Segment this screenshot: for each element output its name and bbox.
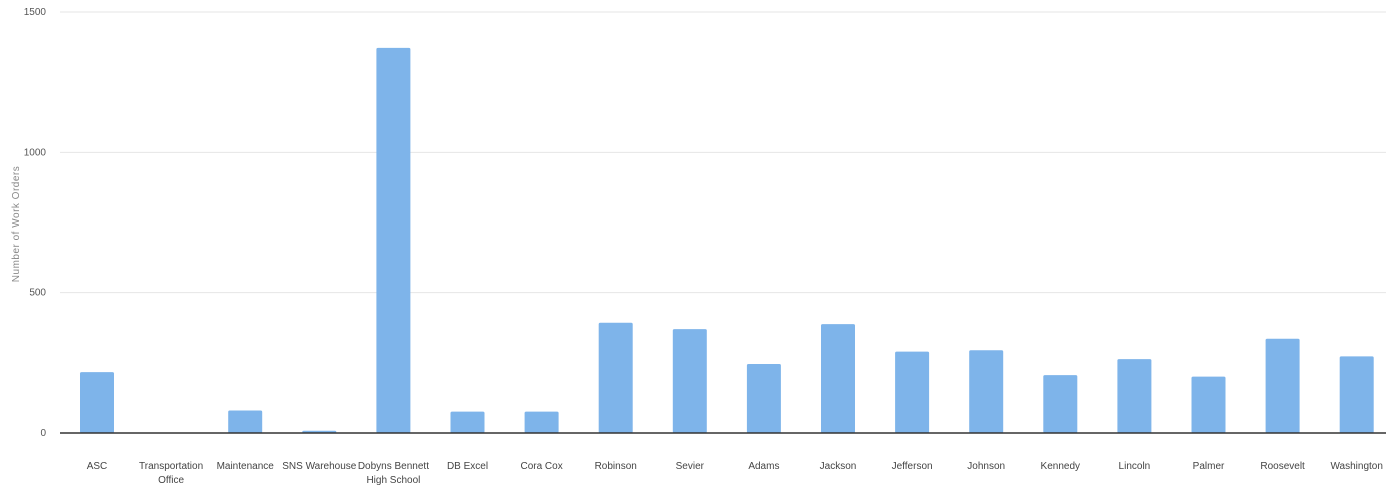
bar	[1117, 359, 1151, 433]
y-tick-label: 0	[40, 428, 46, 439]
x-tick-label: Adams	[748, 461, 779, 472]
bar	[969, 350, 1003, 433]
x-tick-label: Maintenance	[217, 461, 275, 472]
bars	[80, 48, 1374, 433]
bar	[451, 412, 485, 433]
bar	[895, 352, 929, 433]
x-tick-label: Lincoln	[1119, 461, 1151, 472]
x-tick-label: Transportation Office	[139, 461, 203, 486]
y-tick-label: 500	[29, 288, 46, 299]
x-tick-label: Jackson	[820, 461, 857, 472]
bar	[228, 411, 262, 433]
y-tick-label: 1000	[24, 147, 47, 158]
x-tick-label: Palmer	[1193, 461, 1225, 472]
x-tick-label: Robinson	[595, 461, 637, 472]
bar	[747, 364, 781, 433]
x-tick-label: Washington	[1330, 461, 1382, 472]
x-tick-label: Cora Cox	[520, 461, 562, 472]
x-tick-label: Sevier	[676, 461, 705, 472]
y-tick-label: 1500	[24, 7, 47, 18]
x-tick-label: Johnson	[967, 461, 1005, 472]
y-axis-ticks: 0 500 1000 1500	[24, 7, 47, 439]
x-tick-label: Jefferson	[892, 461, 933, 472]
bar	[525, 412, 559, 433]
x-tick-label: DB Excel	[447, 461, 488, 472]
bar	[673, 329, 707, 433]
x-axis-labels: ASC Transportation Office Maintenance SNS Wa…	[87, 461, 1383, 486]
y-axis-title: Number of Work Orders	[11, 166, 22, 282]
bar	[821, 324, 855, 433]
bar	[1266, 339, 1300, 433]
x-tick-label: Roosevelt	[1260, 461, 1305, 472]
bar	[599, 323, 633, 433]
bar	[80, 372, 114, 433]
gridlines	[60, 12, 1386, 293]
x-tick-label: Kennedy	[1041, 461, 1080, 472]
bar	[376, 48, 410, 433]
bar	[1192, 377, 1226, 433]
x-tick-label: SNS Warehouse	[282, 461, 357, 472]
x-tick-label: ASC	[87, 461, 108, 472]
bar	[1340, 356, 1374, 433]
x-tick-label: Dobyns Bennett High School	[358, 461, 429, 486]
bar	[1043, 375, 1077, 433]
